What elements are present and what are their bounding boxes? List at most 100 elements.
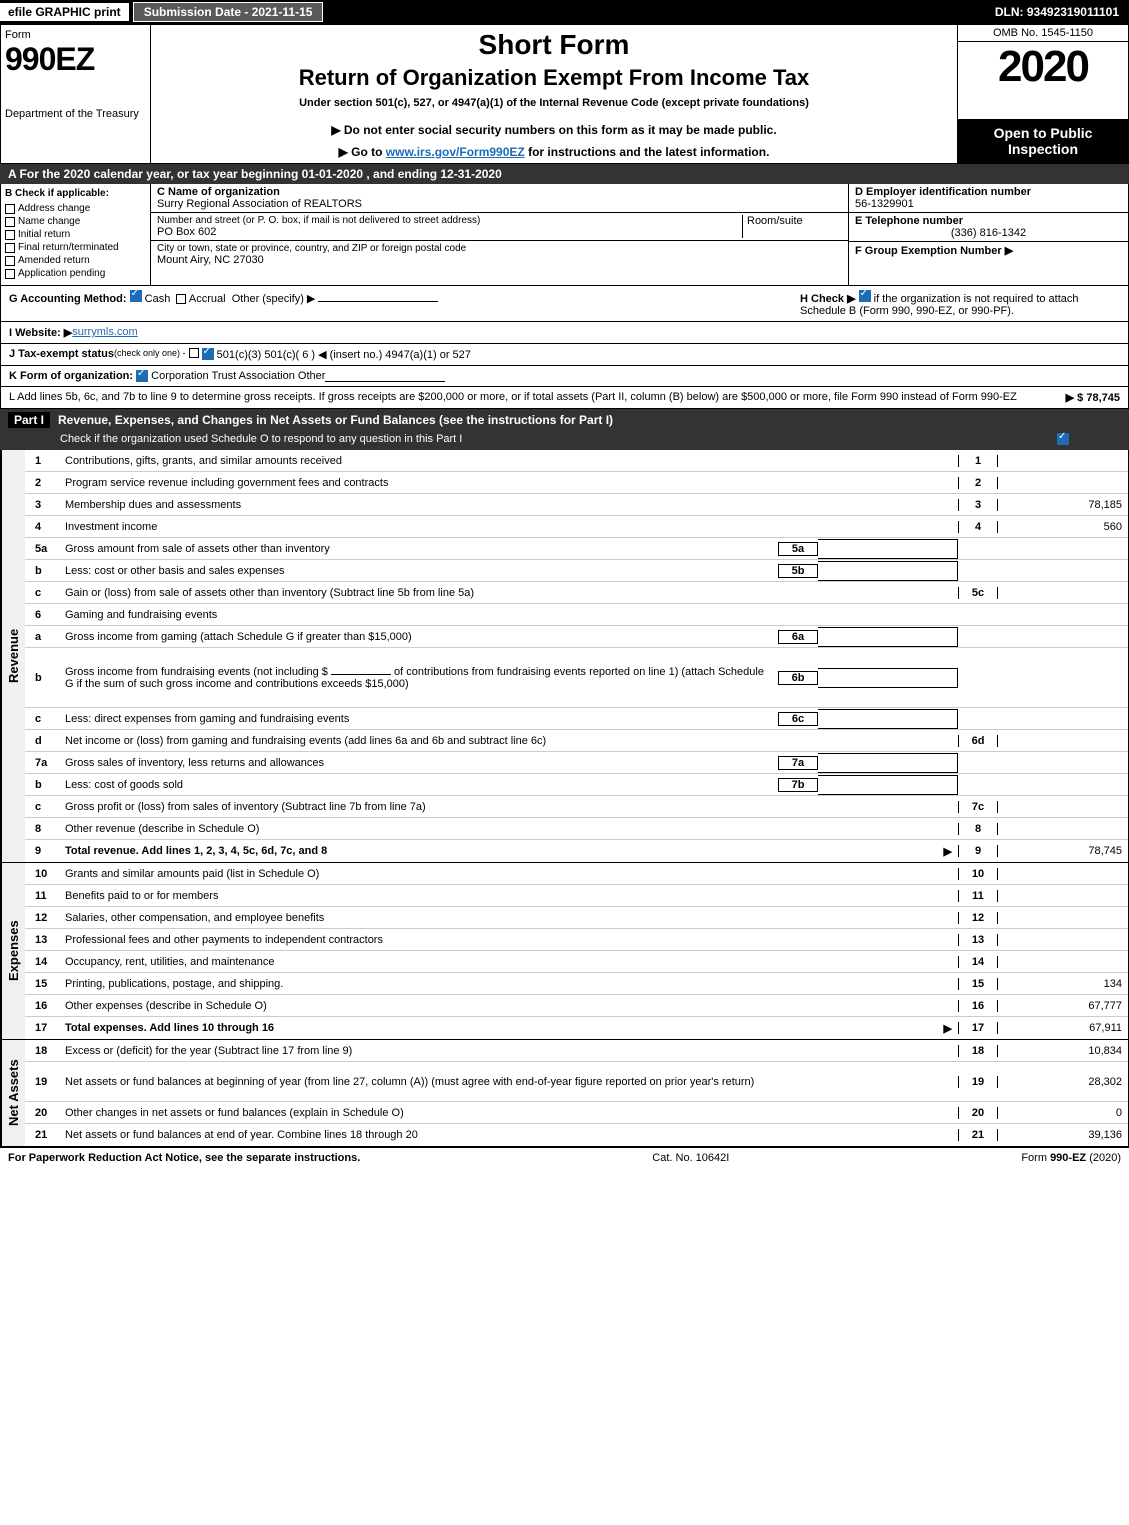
table-row: 9Total revenue. Add lines 1, 2, 3, 4, 5c…	[25, 840, 1128, 862]
header-left: Form 990EZ Department of the Treasury	[1, 25, 151, 163]
checkmark-icon	[202, 348, 214, 360]
return-title: Return of Organization Exempt From Incom…	[161, 65, 947, 91]
phone-label: E Telephone number	[855, 215, 1122, 227]
efile-label: efile GRAPHIC print	[0, 3, 129, 21]
omb-number: OMB No. 1545-1150	[958, 25, 1128, 42]
box-b: B Check if applicable: Address change Na…	[1, 184, 151, 285]
table-row: 1Contributions, gifts, grants, and simil…	[25, 450, 1128, 472]
table-row: 14Occupancy, rent, utilities, and mainte…	[25, 951, 1128, 973]
line-g-h: G Accounting Method: Cash Accrual Other …	[0, 286, 1129, 322]
table-row: 10Grants and similar amounts paid (list …	[25, 863, 1128, 885]
chk-pending[interactable]: Application pending	[5, 268, 146, 279]
checkbox-icon	[5, 269, 15, 279]
revenue-section: Revenue 1Contributions, gifts, grants, a…	[0, 450, 1129, 863]
box-b-title: B Check if applicable:	[5, 188, 146, 199]
table-row: 20Other changes in net assets or fund ba…	[25, 1102, 1128, 1124]
other-opt: Other (specify) ▶	[232, 293, 316, 305]
open-to-public: Open to Public Inspection	[958, 119, 1128, 163]
street-label: Number and street (or P. O. box, if mail…	[157, 215, 742, 226]
part1-check-text: Check if the organization used Schedule …	[60, 433, 462, 448]
tax-year-bar: A For the 2020 calendar year, or tax yea…	[0, 164, 1129, 184]
goto-pre: ▶ Go to	[339, 145, 386, 159]
accounting-label: G Accounting Method:	[9, 293, 127, 305]
checkmark-icon	[136, 370, 148, 382]
table-row: bGross income from fundraising events (n…	[25, 648, 1128, 708]
form-number: 990EZ	[5, 41, 146, 78]
netassets-section: Net Assets 18Excess or (deficit) for the…	[0, 1040, 1129, 1147]
chk-name-change[interactable]: Name change	[5, 216, 146, 227]
tax-year: 2020	[958, 42, 1128, 119]
org-name-label: C Name of organization	[157, 186, 842, 198]
footer-cat: Cat. No. 10642I	[652, 1152, 729, 1164]
goto-line: ▶ Go to www.irs.gov/Form990EZ for instru…	[161, 145, 947, 159]
table-row: bLess: cost or other basis and sales exp…	[25, 560, 1128, 582]
short-form-title: Short Form	[161, 29, 947, 61]
org-name-value: Surry Regional Association of REALTORS	[157, 198, 842, 210]
tax-exempt-opts: 501(c)(3) 501(c)( 6 ) ◀ (insert no.) 494…	[217, 348, 471, 361]
table-row: dNet income or (loss) from gaming and fu…	[25, 730, 1128, 752]
box-def: D Employer identification number 56-1329…	[848, 184, 1128, 285]
part1-bar: Part I Revenue, Expenses, and Changes in…	[0, 409, 1129, 431]
table-row: cGross profit or (loss) from sales of in…	[25, 796, 1128, 818]
table-row: 12Salaries, other compensation, and empl…	[25, 907, 1128, 929]
accrual-opt: Accrual	[189, 293, 226, 305]
footer-right: Form 990-EZ (2020)	[1021, 1152, 1121, 1164]
dln: DLN: 93492319011101	[995, 5, 1129, 19]
chk-initial-return[interactable]: Initial return	[5, 229, 146, 240]
page-footer: For Paperwork Reduction Act Notice, see …	[0, 1147, 1129, 1168]
phone-value: (336) 816-1342	[855, 227, 1122, 239]
table-row: bLess: cost of goods sold7b	[25, 774, 1128, 796]
tax-exempt-label: J Tax-exempt status	[9, 348, 114, 361]
form-word: Form	[5, 29, 146, 41]
form-header: Form 990EZ Department of the Treasury Sh…	[0, 24, 1129, 164]
table-row: cLess: direct expenses from gaming and f…	[25, 708, 1128, 730]
part1-title: Revenue, Expenses, and Changes in Net As…	[58, 413, 613, 427]
ein-label: D Employer identification number	[855, 186, 1122, 198]
checkbox-icon	[5, 256, 15, 266]
checkmark-icon	[130, 290, 142, 302]
under-section: Under section 501(c), 527, or 4947(a)(1)…	[161, 97, 947, 109]
city-value: Mount Airy, NC 27030	[157, 254, 466, 266]
box-e: E Telephone number (336) 816-1342	[849, 213, 1128, 242]
table-row: 16Other expenses (describe in Schedule O…	[25, 995, 1128, 1017]
table-row: 5aGross amount from sale of assets other…	[25, 538, 1128, 560]
org-name-row: C Name of organization Surry Regional As…	[151, 184, 848, 213]
goto-post: for instructions and the latest informat…	[525, 145, 770, 159]
box-f: F Group Exemption Number ▶	[849, 242, 1128, 285]
top-bar: efile GRAPHIC print Submission Date - 20…	[0, 0, 1129, 24]
checkmark-icon	[859, 290, 871, 302]
checkbox-icon	[5, 243, 15, 253]
do-not-enter: ▶ Do not enter social security numbers o…	[161, 123, 947, 137]
header-right: OMB No. 1545-1150 2020 Open to Public In…	[958, 25, 1128, 163]
table-row: 8Other revenue (describe in Schedule O)8	[25, 818, 1128, 840]
department: Department of the Treasury	[5, 108, 146, 120]
submission-date: Submission Date - 2021-11-15	[133, 2, 324, 22]
box-d: D Employer identification number 56-1329…	[849, 184, 1128, 213]
room-suite: Room/suite	[742, 215, 842, 238]
checkbox-icon	[189, 348, 199, 358]
table-row: 7aGross sales of inventory, less returns…	[25, 752, 1128, 774]
city-row: City or town, state or province, country…	[151, 241, 848, 285]
line-l-amount: ▶ $ 78,745	[1066, 391, 1120, 404]
table-row: cGain or (loss) from sale of assets othe…	[25, 582, 1128, 604]
tax-exempt-note: (check only one) -	[114, 348, 186, 361]
chk-amended[interactable]: Amended return	[5, 255, 146, 266]
ein-value: 56-1329901	[855, 198, 1122, 210]
part1-check-row: Check if the organization used Schedule …	[0, 431, 1129, 450]
group-exemption-label: F Group Exemption Number ▶	[855, 245, 1013, 257]
h-label: H Check ▶	[800, 293, 856, 305]
footer-left: For Paperwork Reduction Act Notice, see …	[8, 1152, 360, 1164]
box-c: C Name of organization Surry Regional As…	[151, 184, 848, 285]
table-row: 19Net assets or fund balances at beginni…	[25, 1062, 1128, 1102]
form-org-label: K Form of organization:	[9, 370, 133, 382]
irs-link[interactable]: www.irs.gov/Form990EZ	[386, 145, 525, 159]
line-h: H Check ▶ if the organization is not req…	[800, 290, 1120, 317]
website-link[interactable]: surrymls.com	[72, 326, 137, 339]
chk-address-change[interactable]: Address change	[5, 203, 146, 214]
chk-final-return[interactable]: Final return/terminated	[5, 242, 146, 253]
table-row: 21Net assets or fund balances at end of …	[25, 1124, 1128, 1146]
table-row: 4Investment income4560	[25, 516, 1128, 538]
checkmark-icon	[1057, 433, 1069, 445]
part1-label: Part I	[8, 412, 50, 428]
table-row: 2Program service revenue including gover…	[25, 472, 1128, 494]
